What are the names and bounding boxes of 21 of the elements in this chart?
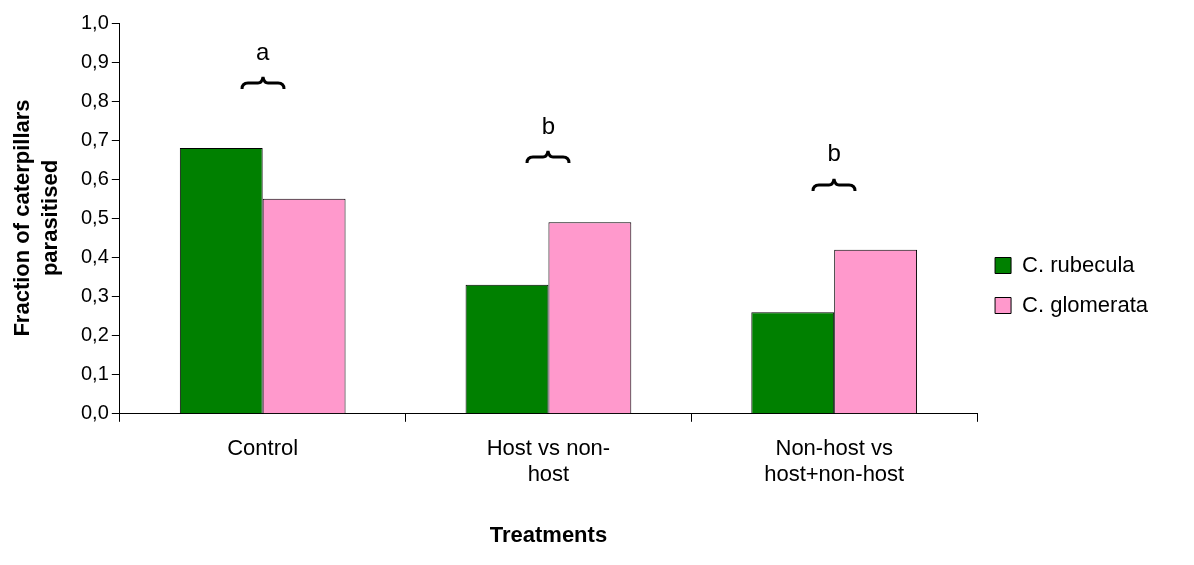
y-axis-title: Fraction of caterpillars parasitised — [8, 98, 63, 339]
y-tick-label: 0,7 — [80, 127, 109, 150]
legend-label: C. rubecula — [1022, 251, 1136, 277]
x-tick-label: Non-host vs host+non-host — [764, 435, 905, 487]
y-tick-label: 0,2 — [80, 323, 109, 346]
x-tick-label: Control — [227, 435, 299, 461]
legend-label: C. glomerata — [1022, 291, 1149, 317]
annotation: b — [541, 111, 556, 139]
y-tick-label: 0,6 — [80, 166, 109, 189]
y-tick-label: 0,5 — [80, 205, 109, 228]
x-tick-label: Host vs non-host — [486, 435, 611, 487]
y-tick-label: 0,0 — [80, 401, 109, 424]
y-tick-label: 0,9 — [80, 49, 109, 72]
y-tick-label: 0,8 — [80, 88, 109, 111]
y-tick-label: 0,4 — [80, 245, 109, 267]
annotation: b — [827, 139, 841, 167]
y-tick-label: 0,1 — [80, 362, 109, 385]
x-axis-title: Treatments — [489, 521, 608, 547]
y-tick-label: 0,3 — [80, 284, 109, 307]
y-tick-label: 1,0 — [80, 10, 109, 33]
annotation: a — [256, 37, 270, 65]
